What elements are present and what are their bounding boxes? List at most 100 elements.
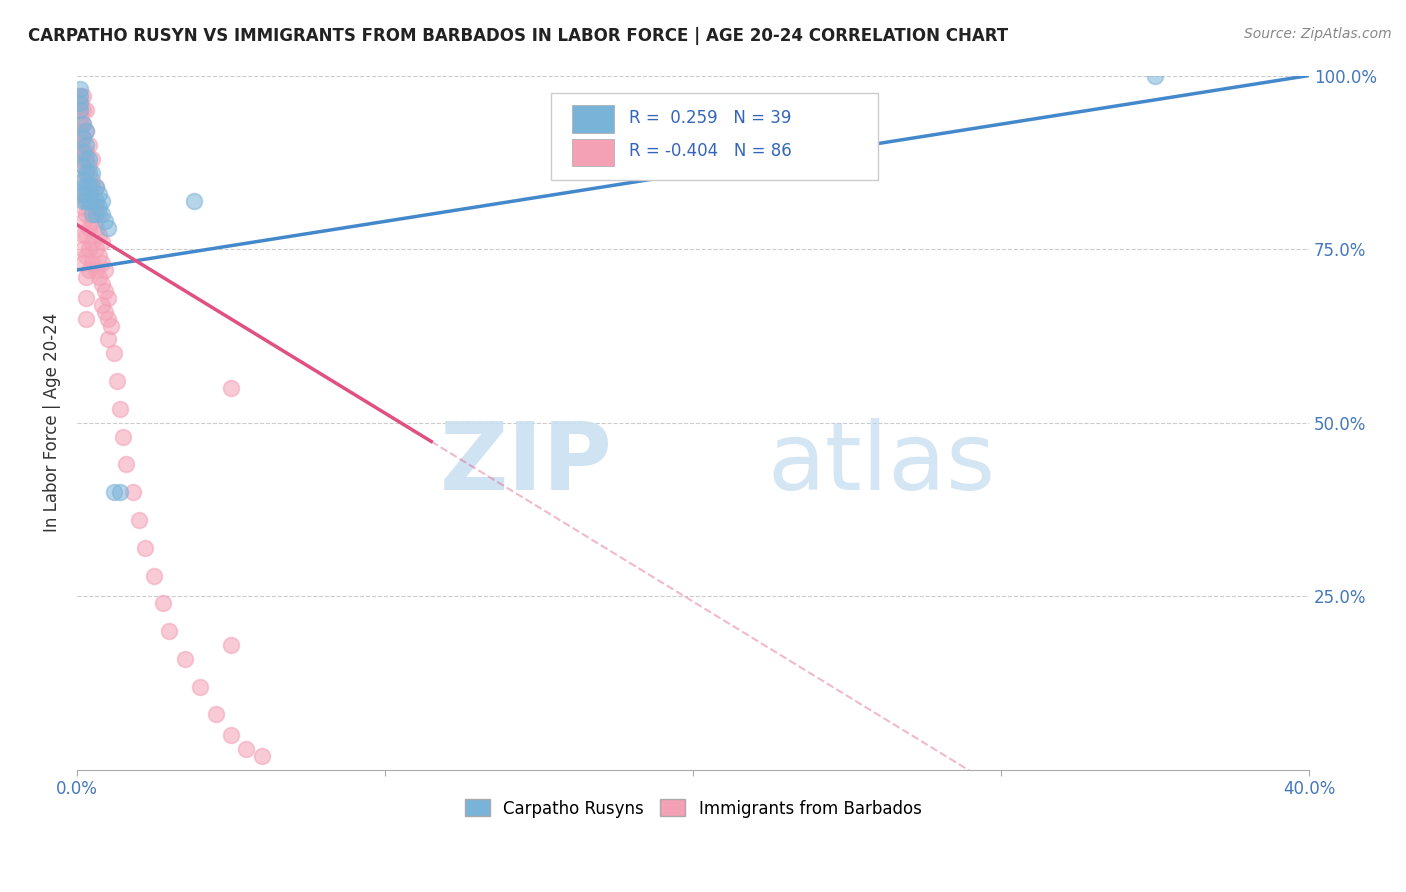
Point: [134, 541, 156, 555]
Point: [69, 103, 91, 118]
Point: [72, 172, 94, 186]
Point: [82, 194, 104, 208]
Point: [75, 249, 97, 263]
Point: [72, 131, 94, 145]
Point: [90, 207, 112, 221]
Point: [121, 485, 143, 500]
Point: [69, 89, 91, 103]
Point: [75, 152, 97, 166]
Point: [143, 568, 166, 582]
Point: [97, 221, 120, 235]
Point: [84, 179, 107, 194]
Point: [1144, 69, 1167, 83]
Point: [219, 381, 242, 395]
Point: [159, 624, 181, 639]
Point: [69, 89, 91, 103]
Point: [72, 117, 94, 131]
Point: [152, 596, 174, 610]
Point: [79, 159, 101, 173]
Point: [97, 291, 120, 305]
Point: [72, 194, 94, 208]
Point: [72, 145, 94, 159]
Point: [115, 458, 138, 472]
Point: [75, 124, 97, 138]
Point: [82, 194, 104, 208]
Point: [82, 172, 104, 186]
Text: R =  0.259   N = 39: R = 0.259 N = 39: [628, 109, 792, 127]
Point: [82, 152, 104, 166]
Point: [69, 96, 91, 111]
Point: [79, 179, 101, 194]
Point: [112, 430, 135, 444]
Point: [97, 311, 120, 326]
Point: [75, 166, 97, 180]
Point: [79, 166, 101, 180]
Point: [84, 207, 107, 221]
Point: [82, 207, 104, 221]
Point: [84, 194, 107, 208]
Point: [82, 179, 104, 194]
Point: [72, 172, 94, 186]
Point: [69, 96, 91, 111]
Point: [75, 207, 97, 221]
Point: [82, 166, 104, 180]
Point: [75, 186, 97, 201]
Point: [72, 186, 94, 201]
FancyBboxPatch shape: [572, 105, 614, 133]
Point: [75, 228, 97, 243]
Point: [108, 485, 131, 500]
Point: [87, 207, 110, 221]
Point: [72, 214, 94, 228]
Point: [79, 201, 101, 215]
Point: [69, 117, 91, 131]
Point: [69, 152, 91, 166]
Point: [72, 186, 94, 201]
Text: CARPATHO RUSYN VS IMMIGRANTS FROM BARBADOS IN LABOR FORCE | AGE 20-24 CORRELATIO: CARPATHO RUSYN VS IMMIGRANTS FROM BARBAD…: [28, 27, 1008, 45]
Point: [84, 242, 107, 256]
Point: [183, 194, 205, 208]
Text: R = -0.404   N = 86: R = -0.404 N = 86: [628, 142, 792, 161]
Point: [100, 318, 122, 333]
Point: [82, 235, 104, 250]
Point: [72, 117, 94, 131]
Point: [90, 277, 112, 291]
Point: [75, 166, 97, 180]
Point: [250, 749, 273, 764]
Point: [79, 138, 101, 153]
Point: [84, 201, 107, 215]
Point: [79, 242, 101, 256]
Point: [75, 138, 97, 153]
Point: [219, 638, 242, 652]
Point: [188, 680, 211, 694]
Point: [69, 145, 91, 159]
Point: [69, 124, 91, 138]
Point: [82, 214, 104, 228]
Point: [72, 131, 94, 145]
Point: [75, 269, 97, 284]
Point: [75, 179, 97, 194]
FancyBboxPatch shape: [572, 139, 614, 167]
Point: [69, 110, 91, 124]
Point: [103, 346, 125, 360]
Point: [174, 652, 197, 666]
Point: [103, 485, 125, 500]
Point: [90, 194, 112, 208]
Point: [79, 221, 101, 235]
Point: [75, 291, 97, 305]
Point: [72, 159, 94, 173]
Point: [72, 242, 94, 256]
Point: [72, 256, 94, 270]
Point: [204, 707, 226, 722]
Point: [69, 138, 91, 153]
Point: [87, 269, 110, 284]
Point: [235, 742, 257, 756]
Point: [75, 311, 97, 326]
Text: Source: ZipAtlas.com: Source: ZipAtlas.com: [1244, 27, 1392, 41]
Point: [72, 103, 94, 118]
Text: ZIP: ZIP: [440, 418, 613, 510]
Y-axis label: In Labor Force | Age 20-24: In Labor Force | Age 20-24: [44, 313, 60, 533]
Point: [90, 235, 112, 250]
Point: [128, 513, 150, 527]
Point: [72, 228, 94, 243]
Point: [90, 298, 112, 312]
